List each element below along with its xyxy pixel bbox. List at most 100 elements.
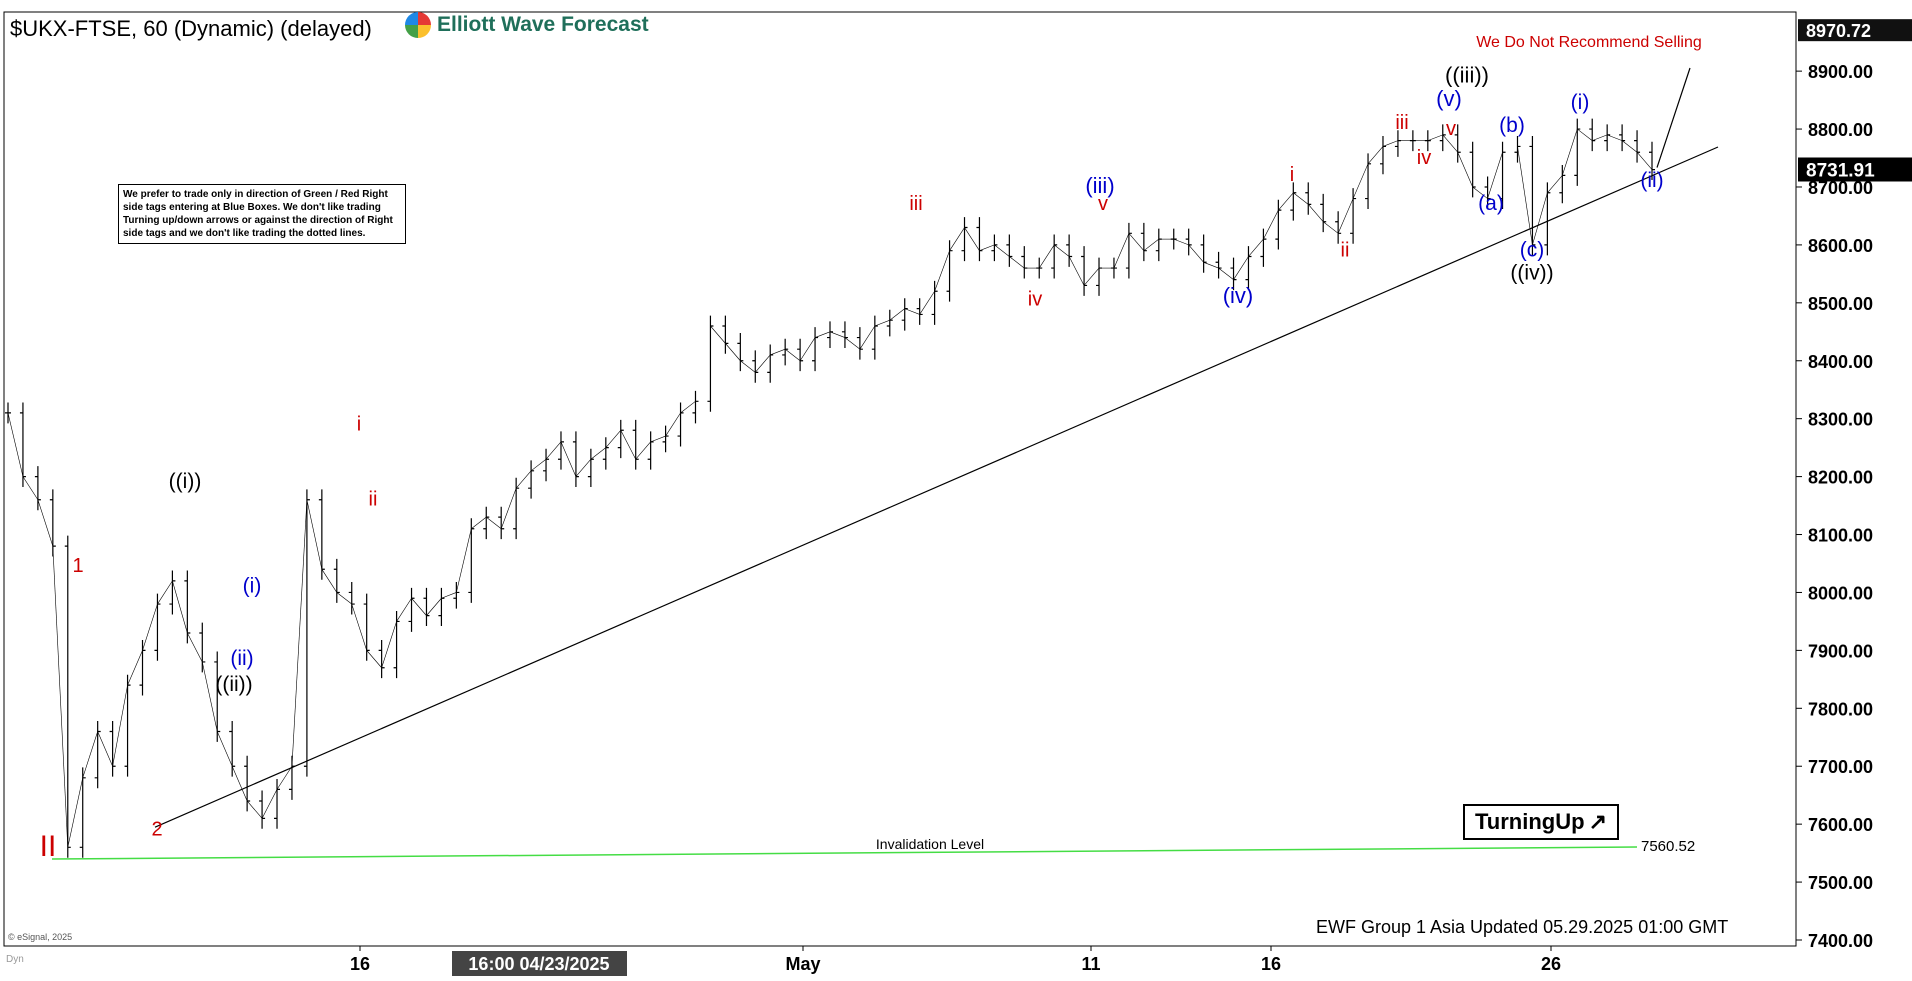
price-bar xyxy=(871,315,878,360)
price-connector xyxy=(635,441,651,460)
price-bar xyxy=(662,425,669,453)
recommend-note: We Do Not Recommend Selling xyxy=(1476,34,1702,51)
price-bar xyxy=(856,327,863,360)
price-bar xyxy=(1335,211,1342,244)
price-bar xyxy=(483,506,490,540)
price-bar xyxy=(1275,199,1282,250)
price-connector xyxy=(7,412,24,477)
wave-label: (c) xyxy=(1520,238,1545,261)
price-connector xyxy=(291,499,308,767)
price-connector xyxy=(1188,244,1204,263)
price-bar xyxy=(1365,153,1372,209)
y-tick-label: 7900.00 xyxy=(1808,641,1873,661)
wave-label: (ii) xyxy=(1640,169,1663,192)
price-connector xyxy=(1173,238,1189,246)
crosshair-time-box xyxy=(452,951,627,976)
wave-label: II xyxy=(40,830,57,863)
price-connector xyxy=(1367,146,1384,165)
price-bar xyxy=(244,755,251,812)
price-connector xyxy=(1532,192,1548,245)
price-connector xyxy=(1592,134,1608,141)
price-connector xyxy=(1636,152,1653,170)
price-bar xyxy=(348,582,355,615)
wave-label: (i) xyxy=(243,574,262,597)
price-connector xyxy=(904,308,920,315)
price-bar xyxy=(169,570,176,615)
price-connector xyxy=(1263,210,1279,240)
price-bar xyxy=(1230,257,1237,291)
price-connector xyxy=(515,470,532,489)
y-tick-label: 8400.00 xyxy=(1808,352,1873,372)
price-bar xyxy=(318,489,325,580)
price-bar xyxy=(1081,246,1088,296)
price-connector xyxy=(1337,198,1354,234)
price-bar xyxy=(841,321,848,349)
price-connector xyxy=(157,580,173,605)
price-bar xyxy=(692,390,699,424)
price-connector xyxy=(306,499,323,570)
wave-label: ((i)) xyxy=(169,470,202,493)
price-bar xyxy=(259,790,266,829)
price-bar xyxy=(886,309,893,337)
price-connector xyxy=(829,331,846,338)
price-connector xyxy=(1607,134,1623,141)
price-connector xyxy=(261,789,278,819)
price-connector xyxy=(127,650,143,686)
y-tick-label: 8600.00 xyxy=(1808,236,1873,256)
price-connector xyxy=(1113,233,1130,269)
price-connector xyxy=(545,441,562,460)
price-connector xyxy=(1083,267,1100,286)
price-connector xyxy=(216,731,233,767)
price-bar xyxy=(916,298,923,325)
price-bar xyxy=(1544,182,1551,256)
price-bar xyxy=(408,587,415,632)
price-bar xyxy=(1245,246,1252,291)
price-connector xyxy=(441,592,457,599)
price-bar xyxy=(303,489,310,777)
price-connector xyxy=(665,412,681,437)
price-bar xyxy=(812,327,819,372)
trading-notice: We prefer to trade only in direction of … xyxy=(118,184,406,244)
price-bar xyxy=(901,298,908,331)
price-bar xyxy=(1619,124,1626,152)
y-tick-label: 8500.00 xyxy=(1808,294,1873,314)
price-connector xyxy=(486,516,502,529)
price-bar xyxy=(961,217,968,262)
price-bar xyxy=(1260,228,1267,267)
price-connector xyxy=(575,459,592,477)
price-bar xyxy=(976,217,983,262)
wave-label: ((iv)) xyxy=(1510,262,1553,285)
price-connector xyxy=(1621,140,1638,153)
price-bar xyxy=(632,419,639,470)
price-connector xyxy=(37,499,54,547)
price-connector xyxy=(381,621,397,668)
wave-label: iv xyxy=(1417,147,1431,169)
price-bar xyxy=(1469,141,1476,198)
price-bar xyxy=(827,321,833,349)
price-connector xyxy=(321,569,338,593)
price-connector xyxy=(919,291,935,315)
price-connector xyxy=(1053,244,1070,257)
price-connector xyxy=(755,354,771,373)
price-bar xyxy=(438,587,445,627)
price-bar xyxy=(423,587,430,627)
price-bar xyxy=(528,460,535,499)
price-bar xyxy=(1649,141,1655,181)
copyright: © eSignal, 2025 xyxy=(8,932,73,942)
price-connector xyxy=(1009,256,1025,269)
price-bar xyxy=(767,344,774,383)
price-bar xyxy=(722,315,729,354)
price-connector xyxy=(1278,192,1294,211)
price-connector xyxy=(680,401,696,414)
price-bar xyxy=(1394,130,1401,157)
price-bar xyxy=(5,402,11,424)
price-connector xyxy=(67,777,84,848)
price-bar xyxy=(1215,251,1222,279)
price-bar xyxy=(64,535,71,858)
wave-label: iv xyxy=(1028,289,1042,311)
wave-label: 1 xyxy=(72,555,83,577)
price-connector xyxy=(426,598,442,616)
price-bar xyxy=(1574,118,1581,186)
price-bar xyxy=(1140,222,1147,262)
